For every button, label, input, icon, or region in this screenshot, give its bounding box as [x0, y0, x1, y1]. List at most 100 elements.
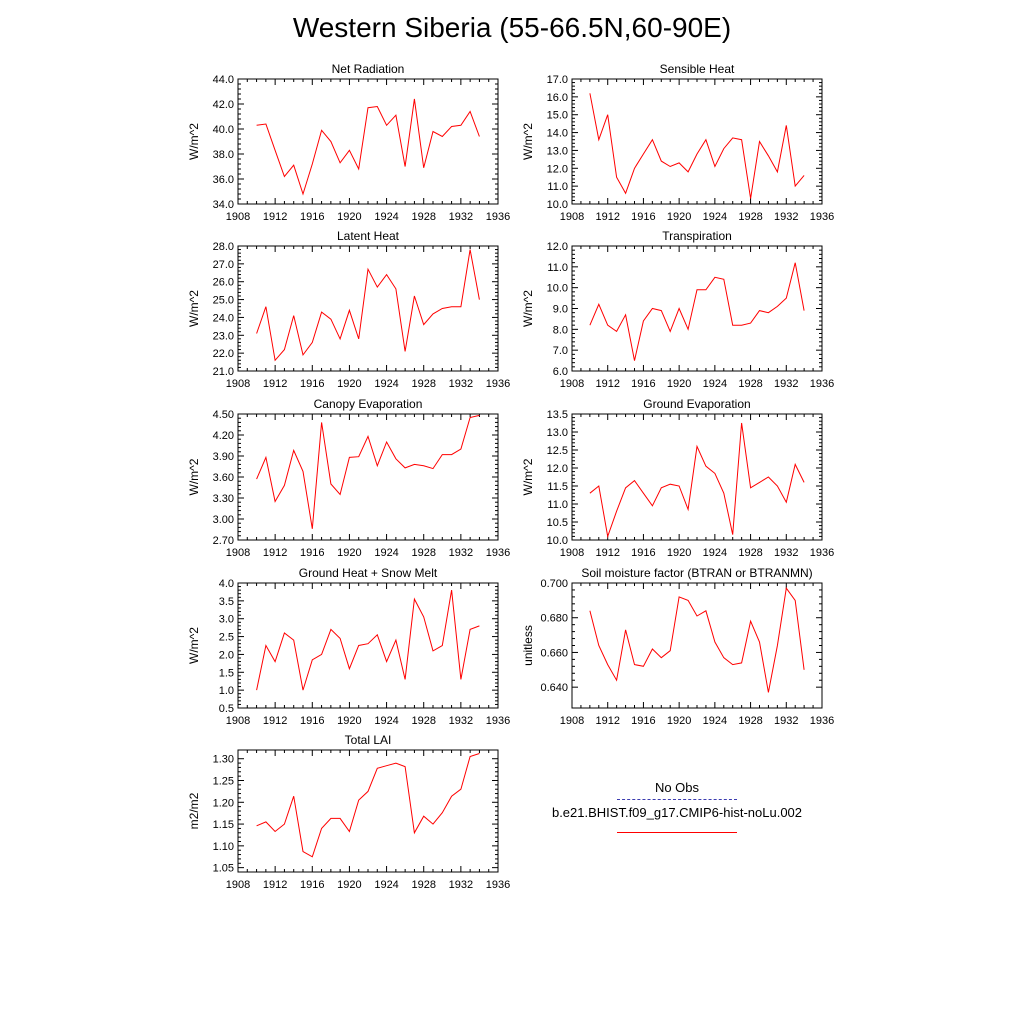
- x-tick-label: 1936: [810, 715, 834, 727]
- x-tick-label: 1928: [411, 879, 435, 891]
- y-axis-label: W/m^2: [187, 458, 201, 495]
- y-tick-label: 24.0: [213, 312, 234, 324]
- panel-title: Total LAI: [345, 733, 392, 747]
- x-tick-label: 1916: [300, 879, 324, 891]
- y-tick-label: 11.0: [547, 181, 568, 193]
- x-tick-label: 1908: [226, 879, 250, 891]
- legend: No Obs b.e21.BHIST.f09_g17.CMIP6-hist-no…: [532, 776, 822, 833]
- y-tick-label: 13.0: [547, 145, 568, 157]
- y-tick-label: 2.70: [213, 535, 234, 547]
- y-tick-label: 1.25: [213, 776, 234, 788]
- y-tick-label: 28.0: [213, 241, 234, 253]
- y-tick-label: 1.20: [213, 797, 234, 809]
- x-tick-label: 1920: [667, 378, 691, 390]
- x-tick-label: 1936: [486, 378, 510, 390]
- x-tick-label: 1912: [595, 547, 619, 559]
- y-tick-label: 16.0: [547, 92, 568, 104]
- x-tick-label: 1908: [560, 547, 584, 559]
- y-tick-label: 13.5: [547, 409, 568, 421]
- y-tick-label: 1.0: [219, 685, 234, 697]
- x-tick-label: 1908: [226, 715, 250, 727]
- panel-title: Ground Heat + Snow Melt: [299, 566, 438, 580]
- x-tick-label: 1908: [560, 378, 584, 390]
- y-tick-label: 0.5: [219, 703, 234, 715]
- x-tick-label: 1912: [595, 378, 619, 390]
- x-tick-label: 1924: [374, 879, 398, 891]
- y-tick-label: 0.680: [540, 613, 568, 625]
- x-tick-label: 1924: [703, 715, 727, 727]
- y-tick-label: 3.60: [213, 472, 234, 484]
- series-line: [256, 753, 480, 858]
- y-tick-label: 0.700: [540, 578, 568, 590]
- x-tick-label: 1936: [486, 547, 510, 559]
- legend-obs-label: No Obs: [654, 780, 700, 795]
- x-tick-label: 1924: [374, 211, 398, 223]
- x-tick-label: 1908: [560, 715, 584, 727]
- x-tick-label: 1932: [774, 715, 798, 727]
- y-tick-label: 23.0: [213, 330, 234, 342]
- plot-frame-8: [237, 749, 499, 873]
- y-tick-label: 3.90: [213, 451, 234, 463]
- y-tick-label: 4.0: [219, 578, 234, 590]
- x-tick-label: 1912: [595, 211, 619, 223]
- panel-title: Transpiration: [662, 229, 732, 243]
- x-tick-label: 1912: [263, 547, 287, 559]
- x-tick-label: 1924: [703, 547, 727, 559]
- y-tick-label: 1.5: [219, 667, 234, 679]
- series-line: [256, 590, 480, 691]
- y-tick-label: 2.0: [219, 649, 234, 661]
- y-tick-label: 7.0: [553, 345, 568, 357]
- x-tick-label: 1928: [411, 211, 435, 223]
- panel-title: Net Radiation: [332, 62, 405, 76]
- y-tick-label: 12.0: [547, 463, 568, 475]
- y-tick-label: 2.5: [219, 632, 234, 644]
- x-tick-label: 1932: [449, 879, 473, 891]
- y-axis-label: W/m^2: [521, 458, 535, 495]
- y-tick-label: 8.0: [553, 324, 568, 336]
- y-tick-label: 4.20: [213, 430, 234, 442]
- x-tick-label: 1928: [738, 715, 762, 727]
- x-tick-label: 1936: [810, 211, 834, 223]
- x-tick-label: 1916: [300, 378, 324, 390]
- x-tick-label: 1928: [738, 547, 762, 559]
- x-tick-label: 1908: [226, 211, 250, 223]
- plot-frame-2: [237, 245, 499, 372]
- x-tick-label: 1916: [631, 715, 655, 727]
- x-tick-label: 1924: [374, 378, 398, 390]
- x-tick-label: 1936: [810, 547, 834, 559]
- y-tick-label: 3.0: [219, 614, 234, 626]
- x-tick-label: 1912: [263, 211, 287, 223]
- plot-frame-5: [571, 413, 823, 541]
- y-tick-label: 17.0: [547, 74, 568, 86]
- x-tick-label: 1928: [411, 547, 435, 559]
- y-tick-label: 12.0: [547, 163, 568, 175]
- x-tick-label: 1924: [703, 378, 727, 390]
- x-tick-label: 1932: [774, 211, 798, 223]
- x-tick-label: 1920: [667, 547, 691, 559]
- y-tick-label: 3.00: [213, 514, 234, 526]
- y-tick-label: 6.0: [553, 366, 568, 378]
- x-tick-label: 1936: [810, 378, 834, 390]
- x-tick-label: 1916: [631, 211, 655, 223]
- series-line: [589, 586, 805, 693]
- series-line: [256, 249, 480, 362]
- x-tick-label: 1932: [449, 211, 473, 223]
- plot-frame-3: [571, 245, 823, 372]
- y-tick-label: 21.0: [213, 366, 234, 378]
- x-tick-label: 1916: [300, 715, 324, 727]
- y-axis-label: unitless: [521, 625, 535, 666]
- x-tick-label: 1932: [449, 378, 473, 390]
- series-line: [589, 262, 805, 361]
- y-tick-label: 14.0: [547, 128, 568, 140]
- panel-title: Sensible Heat: [660, 62, 735, 76]
- x-tick-label: 1936: [486, 715, 510, 727]
- y-tick-label: 38.0: [213, 149, 234, 161]
- x-tick-label: 1916: [300, 211, 324, 223]
- x-tick-label: 1912: [263, 879, 287, 891]
- x-tick-label: 1920: [337, 879, 361, 891]
- y-axis-label: m2/m2: [187, 792, 201, 829]
- y-tick-label: 1.30: [213, 754, 234, 766]
- y-axis-label: W/m^2: [187, 290, 201, 327]
- y-tick-label: 44.0: [213, 74, 234, 86]
